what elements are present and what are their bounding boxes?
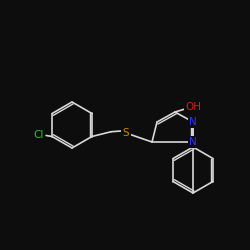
Text: N: N (189, 117, 197, 127)
Text: OH: OH (185, 102, 201, 112)
Text: S: S (123, 128, 129, 138)
Text: Cl: Cl (33, 130, 43, 140)
Text: N: N (189, 137, 197, 147)
